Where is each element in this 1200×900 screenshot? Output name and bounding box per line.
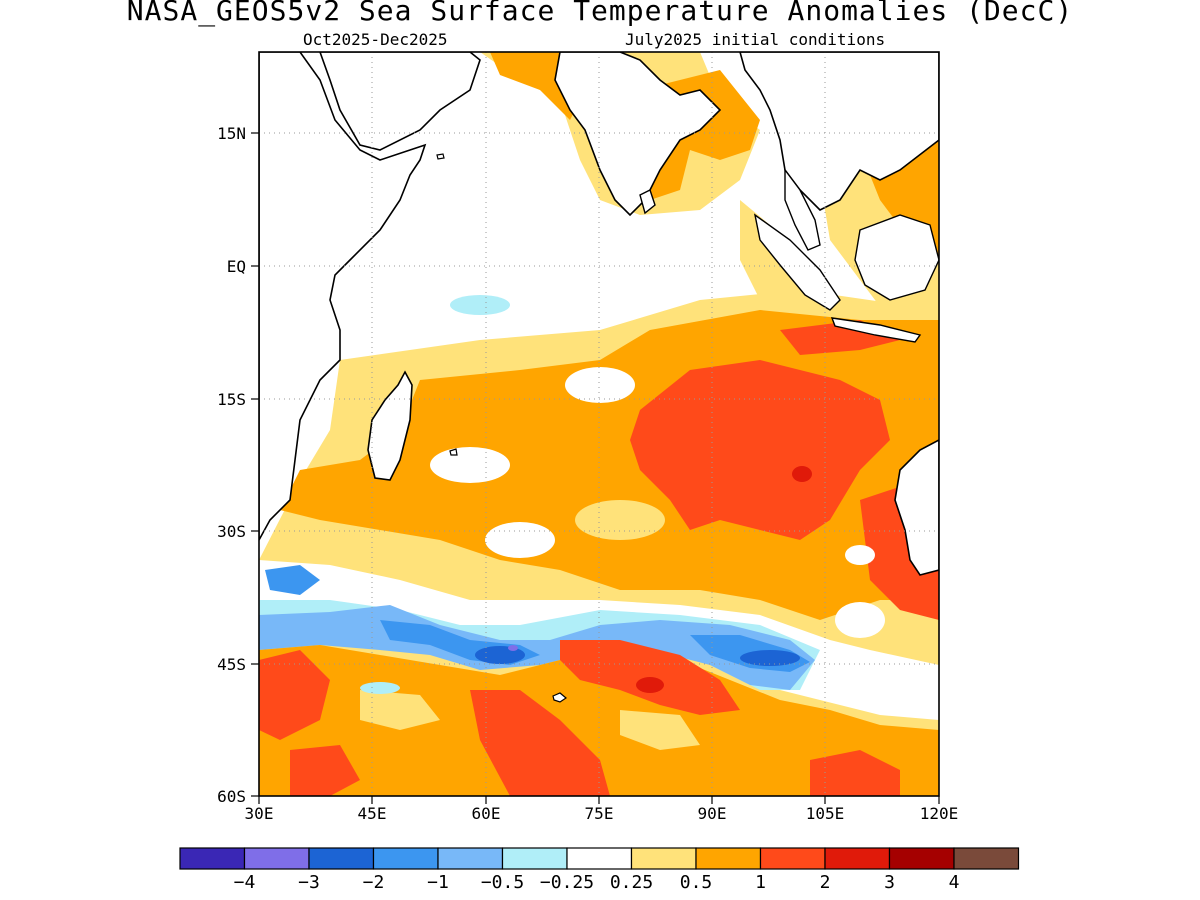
colorbar-label: −2 [339,872,409,893]
colorbar-label: −3 [274,872,344,893]
colorbar-label: 2 [790,872,860,893]
colorbar-swatch [632,848,697,869]
lat-label-45s: 45S [196,655,246,674]
lon-label-120e: 120E [909,804,969,823]
anomaly-hole-south-2 [835,602,885,638]
lat-label-15s: 15S [196,390,246,409]
colorbar-swatch [180,848,245,869]
colorbar-swatch [890,848,955,869]
anomaly-hole-1 [565,367,635,403]
lon-label-45e: 45E [342,804,402,823]
colorbar-label: 4 [919,872,989,893]
borneo [855,215,939,300]
anomaly-hole-south [360,682,400,694]
colorbar-swatch [503,848,568,869]
anomaly-core-purple [508,645,518,651]
colorbar-label: 0.25 [597,872,667,893]
colorbar-swatch [567,848,632,869]
lon-label-30e: 30E [229,804,289,823]
colorbar-label: 3 [855,872,925,893]
anomaly-hole-south-3 [845,545,875,565]
colorbar [180,848,1019,869]
colorbar-swatch [761,848,826,869]
anomaly-hole-north-1 [450,295,510,315]
lat-label-eq: EQ [196,257,246,276]
anomaly-patch-darkred-core [792,466,812,482]
colorbar-swatch [825,848,890,869]
colorbar-label: 0.5 [661,872,731,893]
lon-label-105e: 105E [795,804,855,823]
colorbar-swatch [245,848,310,869]
colorbar-label: −0.25 [532,872,602,893]
socotra-island [437,154,444,159]
lon-label-60e: 60E [456,804,516,823]
lon-label-75e: 75E [569,804,629,823]
colorbar-label: −1 [403,872,473,893]
lon-label-90e: 90E [682,804,742,823]
anomaly-hole-2 [430,447,510,483]
lat-label-15n: 15N [196,124,246,143]
anomaly-hole-4 [485,522,555,558]
anomaly-hole-3 [575,500,665,540]
lat-label-30s: 30S [196,522,246,541]
sst-anomaly-map [0,0,1200,900]
colorbar-label: −0.5 [468,872,538,893]
colorbar-label: −4 [210,872,280,893]
colorbar-swatch [954,848,1019,869]
colorbar-swatch [696,848,761,869]
colorbar-label: 1 [726,872,796,893]
colorbar-swatch [374,848,439,869]
anomaly-core-darkred-south [636,677,664,693]
colorbar-swatch [438,848,503,869]
colorbar-swatch [309,848,374,869]
